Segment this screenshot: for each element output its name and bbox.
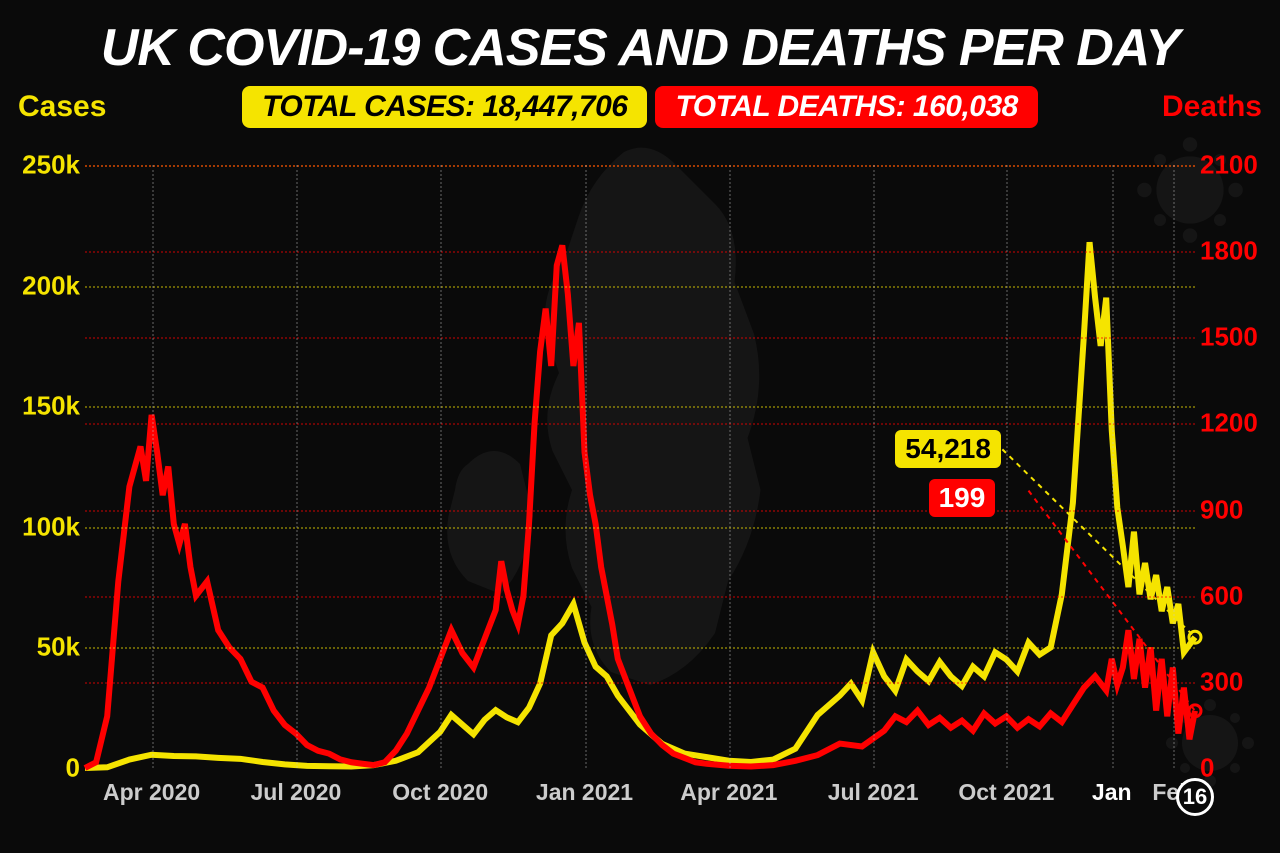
y-tick-left: 200k [10,270,80,301]
y-tick-right: 300 [1200,666,1270,697]
deaths-callout: 199 [929,479,996,517]
chart-container: 050k100k150k200k250k03006009001200150018… [85,145,1195,798]
y-tick-right: 1200 [1200,408,1270,439]
x-tick: Jul 2020 [250,779,341,806]
chart-title: UK COVID-19 CASES AND DEATHS PER DAY [0,0,1280,86]
y-tick-right: 1500 [1200,322,1270,353]
gridline-horizontal [85,406,1195,408]
gridline-horizontal [85,423,1195,425]
gridline-horizontal [85,647,1195,649]
plot-area: 050k100k150k200k250k03006009001200150018… [85,165,1195,768]
chart-markers [85,165,1195,768]
y-tick-right: 600 [1200,580,1270,611]
y-tick-right: 900 [1200,494,1270,525]
y-tick-right: 1800 [1200,236,1270,267]
x-tick: Oct 2021 [958,779,1054,806]
gridline-horizontal [85,337,1195,339]
gridline-vertical [1006,165,1008,768]
gridline-horizontal [85,165,1195,167]
x-tick: Apr 2020 [103,779,200,806]
total-cases-pill: TOTAL CASES: 18,447,706 [242,86,647,128]
callout-connector [995,442,1195,637]
x-tick: Jul 2021 [828,779,919,806]
y-tick-right: 0 [1200,753,1270,784]
cases-callout: 54,218 [895,430,1001,468]
total-deaths-pill: TOTAL DEATHS: 160,038 [655,86,1037,128]
gridline-horizontal [85,596,1195,598]
gridline-vertical [1112,165,1114,768]
y-tick-right: 2100 [1200,150,1270,181]
x-tick: Apr 2021 [680,779,777,806]
gridline-vertical [1173,165,1175,768]
y-tick-left: 0 [10,753,80,784]
total-deaths-value: 160,038 [913,90,1018,123]
gridline-vertical [296,165,298,768]
gridline-horizontal [85,682,1195,684]
gridline-vertical [440,165,442,768]
gridline-vertical [585,165,587,768]
y-tick-left: 50k [10,632,80,663]
y-tick-left: 150k [10,391,80,422]
gridline-horizontal [85,510,1195,512]
total-deaths-label: TOTAL DEATHS: [675,90,905,123]
gridline-vertical [729,165,731,768]
end-date-marker: 16 [1176,778,1214,816]
cases-axis-label: Cases [18,90,106,124]
gridline-horizontal [85,286,1195,288]
x-tick: Jan [1092,779,1132,806]
deaths-axis-label: Deaths [1162,90,1262,124]
total-cases-label: TOTAL CASES: [262,90,474,123]
total-cases-value: 18,447,706 [482,90,627,123]
y-tick-left: 100k [10,511,80,542]
header-row: Cases TOTAL CASES: 18,447,706 TOTAL DEAT… [0,86,1280,128]
x-tick: Jan 2021 [536,779,633,806]
gridline-horizontal [85,251,1195,253]
gridline-horizontal [85,527,1195,529]
gridline-vertical [873,165,875,768]
y-tick-left: 250k [10,150,80,181]
x-tick: Oct 2020 [392,779,488,806]
gridline-vertical [152,165,154,768]
